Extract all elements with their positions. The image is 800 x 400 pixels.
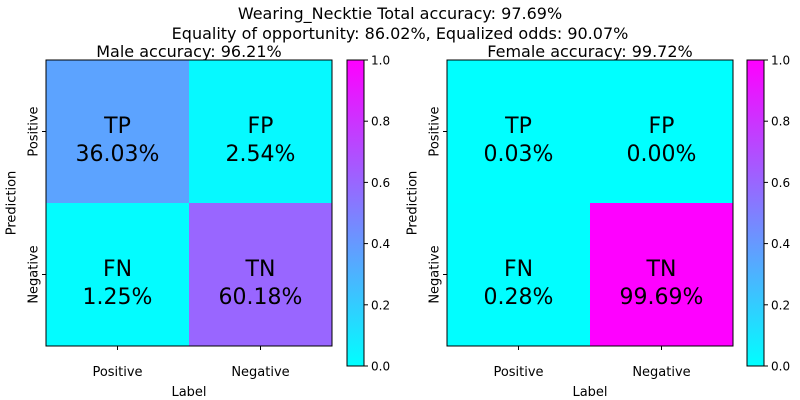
axes-frame <box>446 59 734 347</box>
panel-title: Female accuracy: 99.72% <box>487 42 692 61</box>
heatmap-panel-2: TP 0.03% FP 0.00% FN 0.28% TN 99.69% Female accu… <box>406 42 791 400</box>
cell-annotation-tn: TN 60.18% <box>219 257 303 310</box>
y-axis-label: Prediction <box>406 171 421 236</box>
axes-frame <box>45 59 333 347</box>
cell-annotation-fp: FP 0.00% <box>627 114 697 167</box>
heatmap-cell-fn <box>46 203 189 346</box>
cell-annotation-fn: FN 1.25% <box>83 257 153 310</box>
cell-label: TN <box>646 257 677 282</box>
heatmap-cell-tn <box>189 203 332 346</box>
cell-label: FN <box>504 257 533 282</box>
x-tick-label: Positive <box>92 365 142 380</box>
cell-label: FP <box>248 114 274 139</box>
colorbar-tick-label: 0.8 <box>371 115 390 129</box>
y-axis-label: Prediction <box>5 171 20 236</box>
colorbar-tick-label: 0.4 <box>771 237 790 251</box>
colorbar-tick-label: 1.0 <box>371 54 390 68</box>
heatmap-cell-tn <box>590 203 733 346</box>
cell-label: TP <box>504 114 532 139</box>
colorbar-gradient <box>746 59 765 367</box>
cell-label: TP <box>103 114 131 139</box>
figure-title-line2: Equality of opportunity: 86.02%, Equaliz… <box>172 24 629 43</box>
heatmap-panel-1: TP 36.03% FP 2.54% FN 1.25% TN 60.18% Male accur… <box>5 42 391 400</box>
cell-percentage: 0.28% <box>484 285 554 310</box>
x-tick-label: Negative <box>632 365 690 380</box>
colorbar-tick-label: 1.0 <box>771 54 790 68</box>
cell-annotation-tn: TN 99.69% <box>620 257 704 310</box>
panel-title: Male accuracy: 96.21% <box>96 42 282 61</box>
heatmap-cell-fp <box>189 60 332 203</box>
cell-annotation-tp: TP 36.03% <box>76 114 160 167</box>
cell-percentage: 60.18% <box>219 285 303 310</box>
cell-label: FP <box>649 114 675 139</box>
cell-annotation-fn: FN 0.28% <box>484 257 554 310</box>
x-tick-label: Positive <box>493 365 543 380</box>
y-tick-label: Positive <box>27 106 42 156</box>
heatmap-cell-fn <box>447 203 590 346</box>
colorbar: 0.0 0.2 0.4 0.6 0.8 1.0 <box>746 54 790 374</box>
cell-label: FN <box>103 257 132 282</box>
cell-percentage: 1.25% <box>83 285 153 310</box>
colorbar-tick-label: 0.4 <box>371 237 390 251</box>
colorbar-tick-label: 0.2 <box>371 298 390 312</box>
figure-title-line1: Wearing_Necktie Total accuracy: 97.69% <box>238 4 562 24</box>
heatmap-cell-fp <box>590 60 733 203</box>
colorbar-tick-label: 0.6 <box>771 176 790 190</box>
cell-percentage: 99.69% <box>620 285 704 310</box>
y-tick-label: Negative <box>428 245 443 303</box>
y-tick-label: Positive <box>428 106 443 156</box>
colorbar-tick-label: 0.0 <box>371 360 390 374</box>
y-tick-label: Negative <box>27 245 42 303</box>
x-tick-label: Negative <box>231 365 289 380</box>
x-axis-label: Label <box>171 385 206 400</box>
colorbar-tick-label: 0.6 <box>371 176 390 190</box>
cell-percentage: 2.54% <box>226 142 296 167</box>
colorbar-tick-label: 0.0 <box>771 360 790 374</box>
cell-label: TN <box>245 257 276 282</box>
cell-percentage: 0.03% <box>484 142 554 167</box>
cell-annotation-tp: TP 0.03% <box>484 114 554 167</box>
cell-annotation-fp: FP 2.54% <box>226 114 296 167</box>
heatmap-cell-tp <box>447 60 590 203</box>
colorbar-tick-label: 0.2 <box>771 298 790 312</box>
colorbar-tick-label: 0.8 <box>771 115 790 129</box>
cell-percentage: 0.00% <box>627 142 697 167</box>
colorbar-gradient <box>346 59 365 367</box>
heatmap-cell-tp <box>46 60 189 203</box>
cell-percentage: 36.03% <box>76 142 160 167</box>
x-axis-label: Label <box>572 385 607 400</box>
colorbar: 0.0 0.2 0.4 0.6 0.8 1.0 <box>346 54 390 374</box>
